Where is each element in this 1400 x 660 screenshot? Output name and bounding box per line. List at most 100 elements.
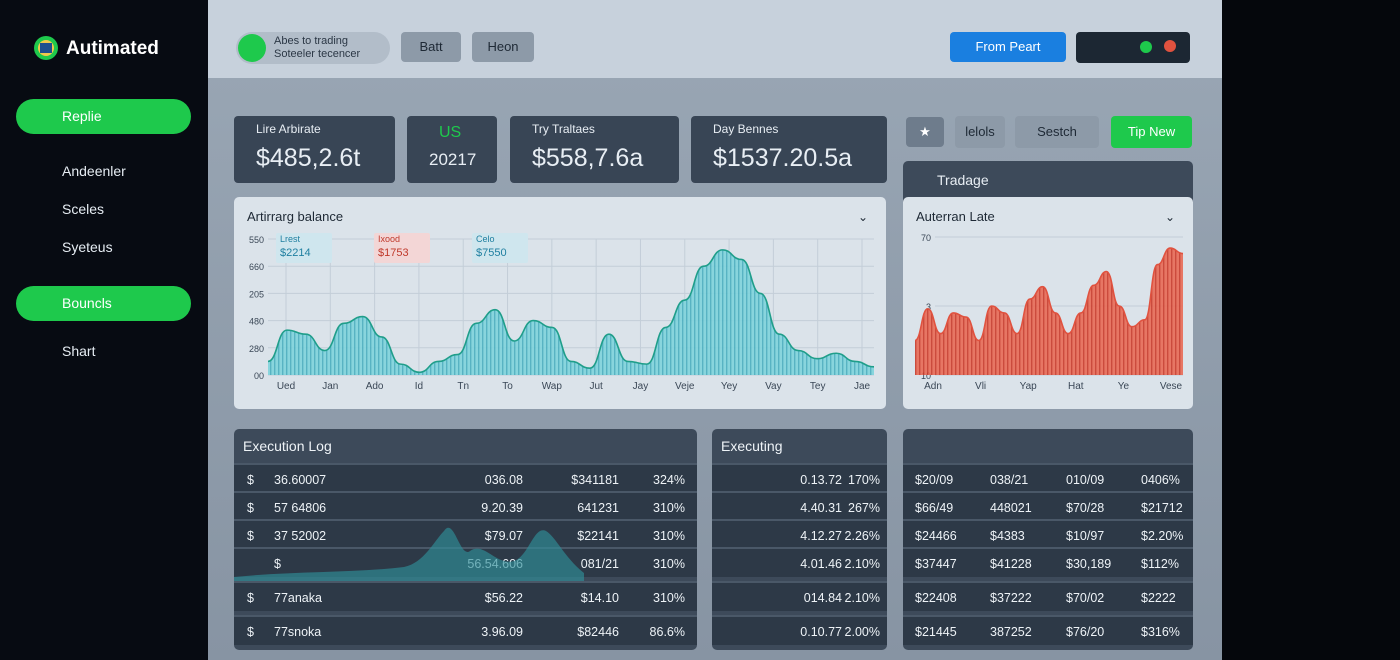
table-row: $24466 $4383 $10/97 $2.20% bbox=[903, 519, 1193, 549]
legend-box bbox=[374, 233, 430, 263]
nav-item[interactable]: Syeteus bbox=[62, 239, 113, 255]
table-cell: 0406% bbox=[1141, 473, 1180, 487]
table-cell: 77snoka bbox=[274, 625, 322, 639]
nav-item[interactable]: Sceles bbox=[62, 201, 105, 217]
table-row: 4.01.46 2.10% bbox=[712, 547, 887, 577]
table-cell: $37447 bbox=[915, 557, 957, 571]
table: Execution Log $36.60007 036.08 $341181 324% $… bbox=[234, 429, 697, 650]
x-tick-label: Vli bbox=[975, 381, 986, 392]
table-cell: 387252 bbox=[990, 625, 1032, 639]
x-tick-label: Jut bbox=[589, 381, 603, 392]
table-row: 4.40.31 267% bbox=[712, 491, 887, 521]
table-cell: 3.96.09 bbox=[481, 625, 523, 639]
stat-label: Day Bennes bbox=[713, 122, 779, 136]
table-cell: $112% bbox=[1141, 557, 1179, 571]
table-cell: 324% bbox=[653, 473, 685, 487]
x-tick-label: Tn bbox=[457, 381, 469, 392]
table-cell: 448021 bbox=[990, 501, 1032, 515]
table-cell: $76/20 bbox=[1066, 625, 1105, 639]
table-cell: 2.26% bbox=[844, 529, 880, 543]
stat-card: US 20217 bbox=[407, 116, 497, 183]
x-tick-label: Adn bbox=[924, 381, 942, 392]
dropdown[interactable]: From Peart bbox=[950, 32, 1066, 62]
table-cell: 4.40.31 bbox=[800, 501, 842, 515]
stat-label: Try Traltaes bbox=[532, 122, 595, 136]
star-button[interactable]: ★ bbox=[906, 117, 944, 147]
table-cell: 57 64806 bbox=[274, 501, 327, 515]
legend-box bbox=[276, 233, 332, 263]
toolbar-button[interactable]: Tip New bbox=[1111, 116, 1192, 148]
legend-name: Ixood bbox=[378, 234, 400, 244]
x-tick-label: Vay bbox=[765, 381, 782, 392]
y-tick-label: 660 bbox=[249, 262, 264, 272]
legend-name: Lrest bbox=[280, 234, 301, 244]
table-cell: $14.10 bbox=[580, 591, 619, 605]
search[interactable]: Abes to trading Soteeler tecencer bbox=[236, 32, 390, 64]
table-cell: 081/21 bbox=[580, 557, 619, 571]
table-cell: 77anaka bbox=[274, 591, 322, 605]
toolbar-button[interactable]: Sestch bbox=[1015, 116, 1099, 148]
table-row: 014.84 2.10% bbox=[712, 581, 887, 611]
stat-label: US bbox=[439, 124, 462, 141]
table-cell: 2.10% bbox=[844, 591, 880, 605]
table-cell: 86.6% bbox=[649, 625, 685, 639]
area bbox=[915, 248, 1183, 375]
nav-item[interactable]: Bouncls bbox=[16, 286, 191, 321]
x-tick-label: Ued bbox=[277, 381, 295, 392]
top-button[interactable]: Batt bbox=[401, 32, 461, 62]
table-cell: $41228 bbox=[990, 557, 1032, 571]
table-cell: 310% bbox=[653, 591, 685, 605]
y-tick-label: 480 bbox=[249, 317, 264, 327]
table: $20/09 038/21 010/09 0406% $66/49 448021 $70/2… bbox=[903, 429, 1193, 650]
table-cell: 2.10% bbox=[844, 557, 880, 571]
table-row: $77snoka 3.96.09 $82446 86.6% bbox=[234, 615, 697, 645]
stat-card: Day Bennes $1537.20.5a bbox=[691, 116, 887, 183]
table-cell: $37222 bbox=[990, 591, 1032, 605]
table-cell: $24466 bbox=[915, 529, 957, 543]
legend-value: $2214 bbox=[280, 247, 311, 259]
nav-item[interactable]: Replie bbox=[16, 99, 191, 134]
brand: Autimated bbox=[66, 38, 159, 59]
x-tick-label: Wap bbox=[542, 381, 563, 392]
stat-label: Lire Arbirate bbox=[256, 122, 321, 136]
table-cell: $316% bbox=[1141, 625, 1180, 639]
top-button[interactable]: Heon bbox=[472, 32, 534, 62]
stat-value: $558,7.6a bbox=[532, 144, 644, 172]
table-row: 0.10.77 2.00% bbox=[712, 615, 887, 645]
table-cell: 36.60007 bbox=[274, 473, 327, 487]
table-cell: 310% bbox=[653, 529, 685, 543]
table-cell: $70/28 bbox=[1066, 501, 1105, 515]
table-cell: $20/09 bbox=[915, 473, 954, 487]
search-line: Abes to trading bbox=[274, 35, 348, 47]
table-row: $22408 $37222 $70/02 $2222 bbox=[903, 581, 1193, 611]
stat-value: 20217 bbox=[429, 150, 477, 169]
stat-value: $485,2.6t bbox=[256, 144, 361, 172]
table-row: $37447 $41228 $30,189 $112% bbox=[903, 547, 1193, 577]
table-cell: $2.20% bbox=[1141, 529, 1184, 543]
table-row: $21445 387252 $76/20 $316% bbox=[903, 615, 1193, 645]
x-tick-label: Ado bbox=[366, 381, 384, 392]
chevron: ⌄ bbox=[858, 210, 868, 224]
search-line: Soteeler tecencer bbox=[274, 48, 361, 60]
x-tick-label: Veje bbox=[675, 381, 695, 392]
table-cell: $21712 bbox=[1141, 501, 1183, 515]
table-cell: 4.12.27 bbox=[800, 529, 842, 543]
x-tick-label: Hat bbox=[1068, 381, 1084, 392]
table-cell: $10/97 bbox=[1066, 529, 1105, 543]
table-title: Execution Log bbox=[243, 438, 332, 454]
nav-item[interactable]: Andeenler bbox=[62, 163, 126, 179]
table-row: $36.60007 036.08 $341181 324% bbox=[234, 463, 697, 493]
table-cell: 038/21 bbox=[990, 473, 1029, 487]
table-cell: $ bbox=[247, 529, 254, 543]
status-box[interactable] bbox=[1076, 32, 1190, 63]
table-cell: $66/49 bbox=[915, 501, 954, 515]
legend-name: Celo bbox=[476, 234, 495, 244]
table-row: $66/49 448021 $70/28 $21712 bbox=[903, 491, 1193, 521]
table-row: $37 52002 $79.07 $22141 310% bbox=[234, 519, 697, 549]
toolbar-button[interactable]: lelols bbox=[955, 116, 1005, 148]
x-tick-label: Id bbox=[415, 381, 423, 392]
x-tick-label: To bbox=[502, 381, 513, 392]
x-tick-label: Tey bbox=[810, 381, 826, 392]
nav-item[interactable]: Shart bbox=[62, 343, 96, 359]
